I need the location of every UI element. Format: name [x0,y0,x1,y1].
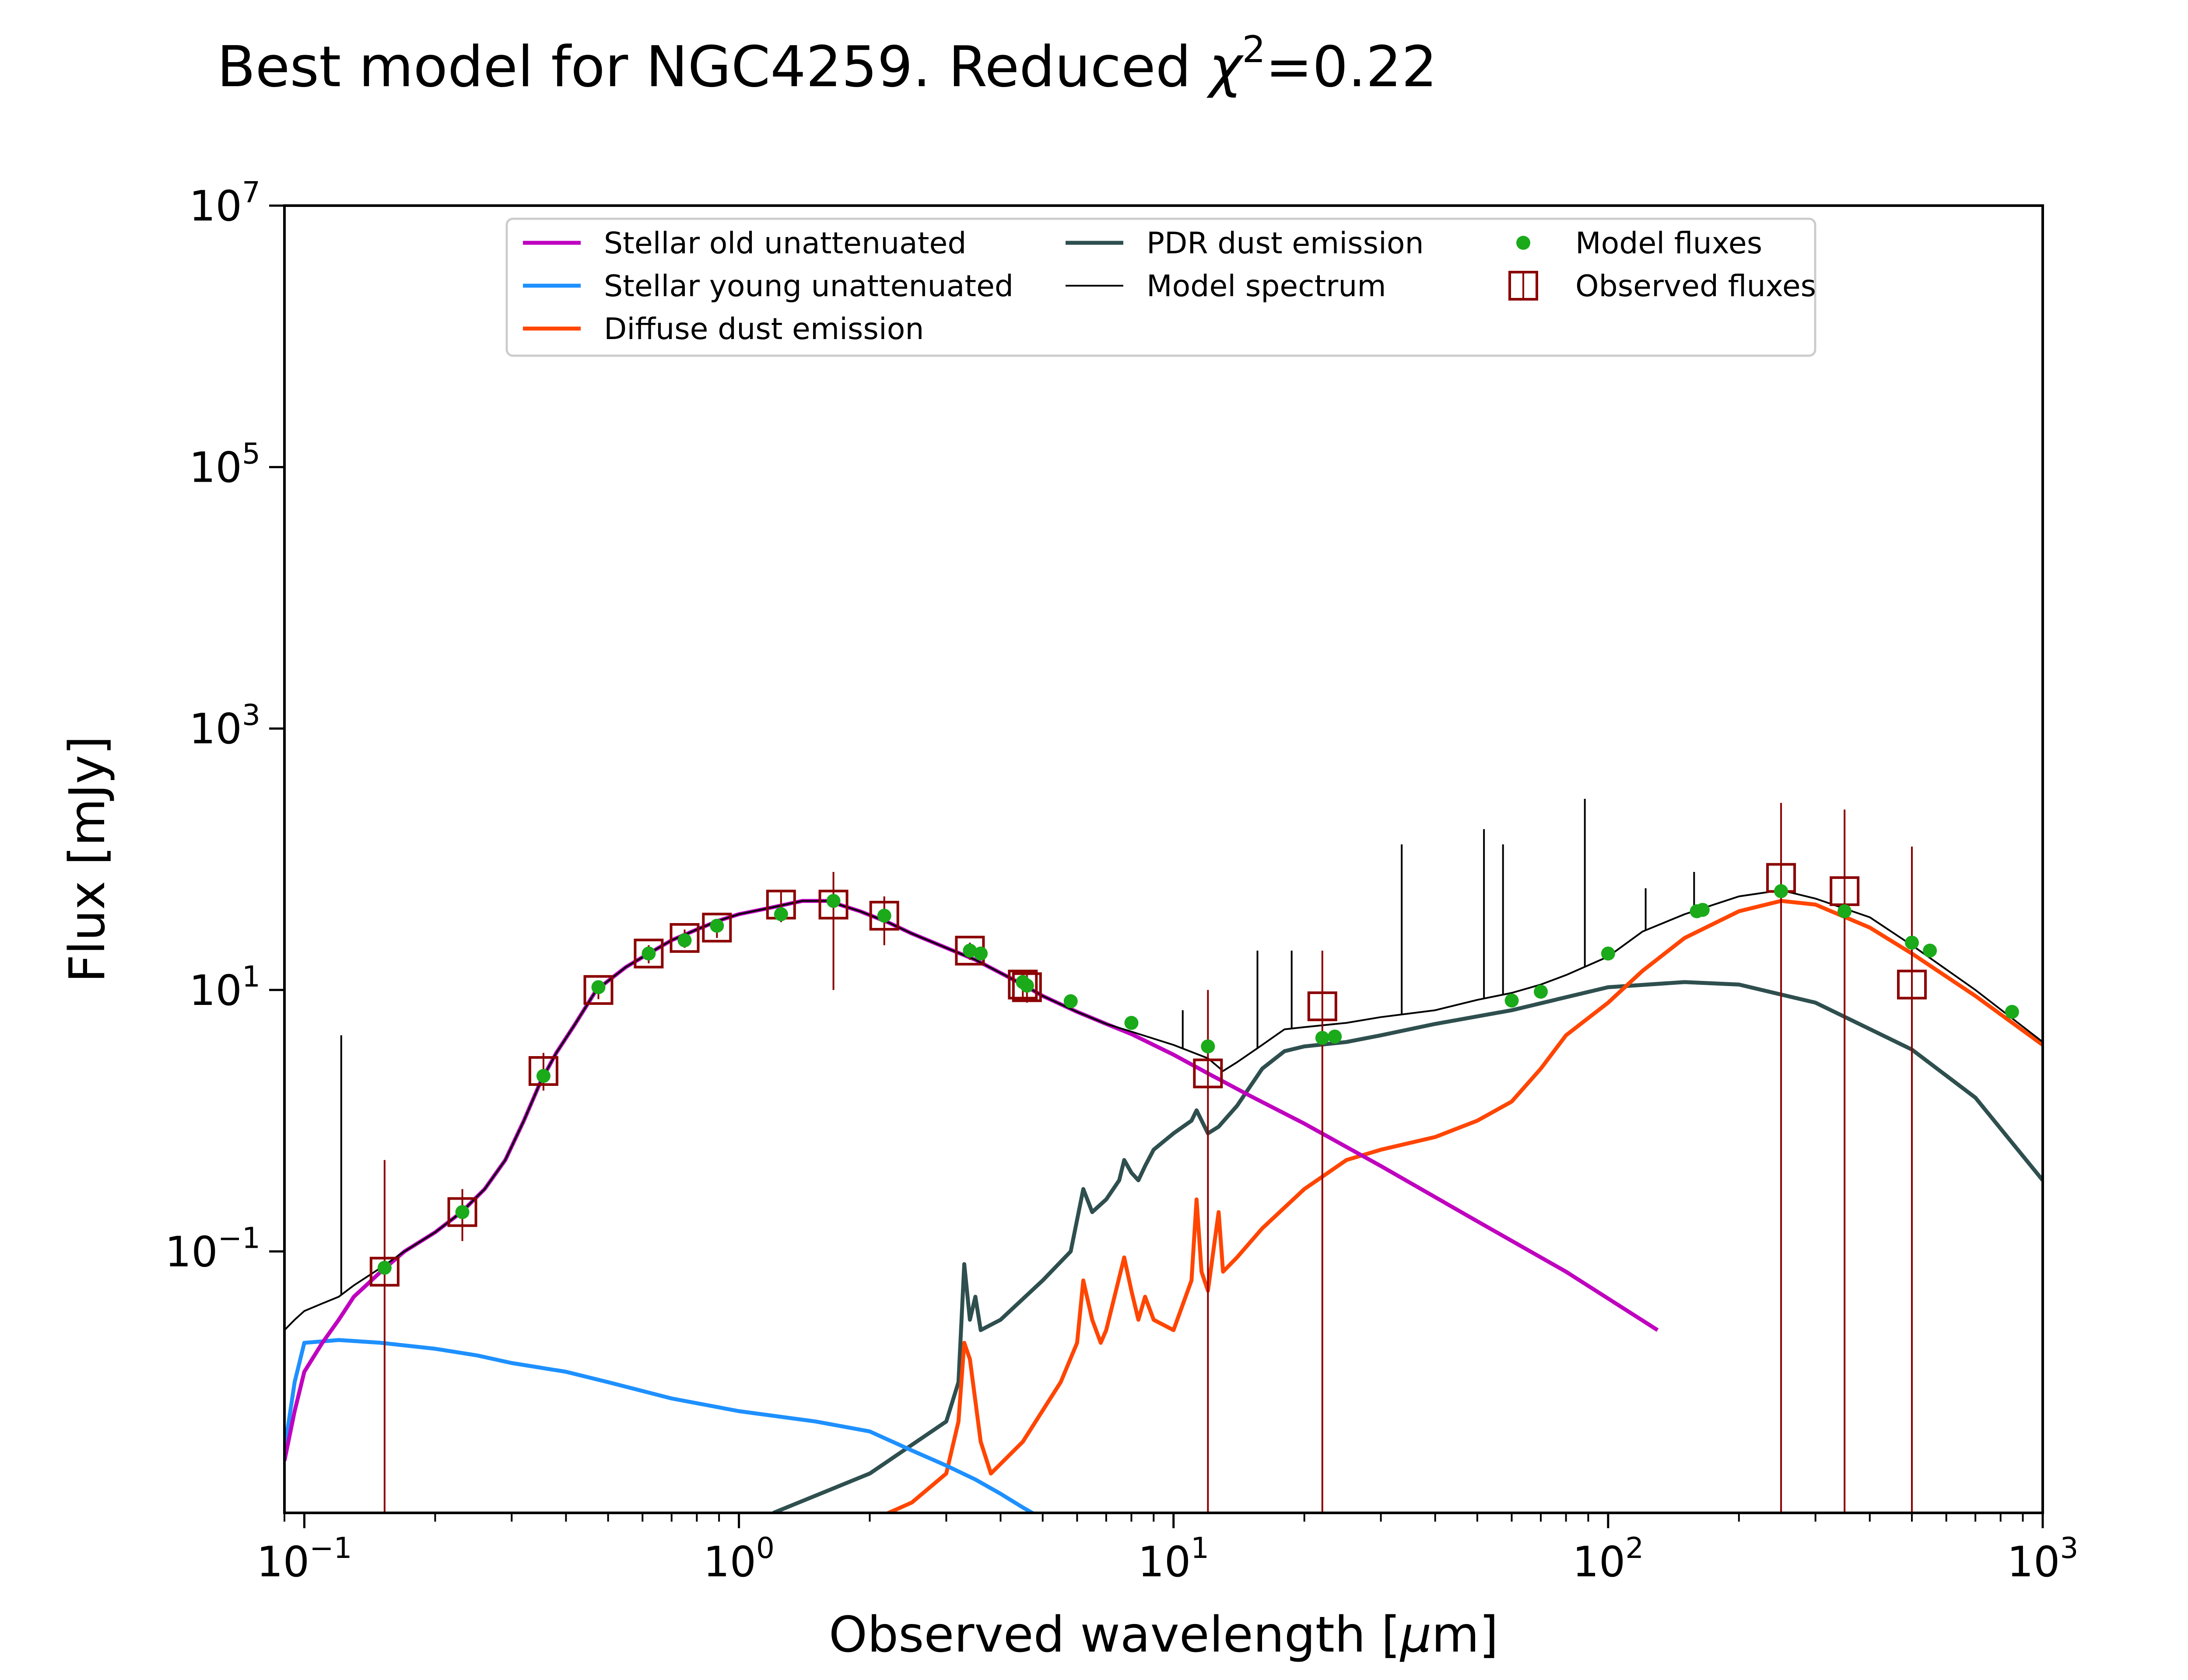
observed-flux-marker-8 [818,889,849,920]
model-flux-point-15 [1124,1016,1139,1030]
legend: Stellar old unattenuated Stellar young un… [505,217,1816,357]
observed-flux-marker-3 [583,975,614,1005]
x-axis-ticks: 10−1 100 101 102 103 [256,1513,2078,1586]
legend-entry-stellar-old-unattenuated: Stellar old unattenuated [523,226,967,261]
series-line-pdr-dust-emission [772,980,2043,1513]
y-tick-label: 105 [189,437,260,492]
model-flux-point-14 [1063,994,1078,1008]
legend-label: Diffuse dust emission [604,312,924,346]
model-flux-point-17 [1315,1031,1329,1045]
model-flux-point-8 [826,894,841,908]
y-tick-label: 107 [189,175,260,231]
model-flux-point-10 [963,943,977,958]
y-tick-label: 10−1 [165,1221,260,1276]
model-flux-point-18 [1328,1029,1342,1044]
legend-box [505,217,1816,357]
model-flux-point-6 [710,918,724,933]
observed-flux-marker-4 [634,938,664,969]
x-tick-label: 100 [703,1531,775,1586]
observed-flux-marker-1 [447,1197,477,1227]
x-axis-label: Observed wavelength [μm] [829,1606,1498,1663]
model-flux-point-5 [677,933,692,948]
legend-label: Stellar old unattenuated [604,226,967,261]
model-flux-point-7 [774,907,788,921]
model-flux-point-27 [1923,943,1937,958]
model-flux-point-11 [974,946,988,961]
x-tick-label: 103 [2007,1531,2079,1586]
legend-swatch [1516,236,1530,250]
legend-entry-pdr-dust-emission: PDR dust emission [1066,226,1424,261]
legend-label: PDR dust emission [1147,226,1424,261]
model-flux-point-26 [1905,935,1919,950]
observed-flux-marker-13 [1193,1058,1223,1088]
model-flux-point-20 [1534,984,1548,999]
model-flux-point-23 [1695,903,1710,917]
legend-label: Observed fluxes [1575,269,1816,304]
markers-layer [369,803,2019,1513]
x-tick-label: 102 [1572,1531,1644,1586]
model-flux-point-24 [1774,884,1788,898]
observed-flux-marker-5 [670,923,700,953]
observed-flux-marker-2 [528,1056,558,1086]
plot-frame [283,204,2044,1514]
legend-entry-model-fluxes: Model fluxes [1516,226,1762,261]
model-flux-point-9 [877,909,891,923]
model-flux-point-3 [591,980,606,994]
y-tick-label: 101 [189,960,260,1015]
model-flux-point-4 [642,946,656,961]
legend-entry-stellar-young-unattenuated: Stellar young unattenuated [523,269,1013,304]
series-line-stellar-young-unattenuated [284,1338,1036,1513]
observed-flux-marker-14 [1307,991,1337,1022]
series-line-diffuse-dust-emission [884,899,2043,1513]
chart-title: Best model for NGC4259. Reduced χ2=0.22 [217,28,1437,100]
y-axis-ticks: 10−1 101 103 105 107 [165,175,284,1276]
series-line-model-spectrum [284,889,2043,1331]
model-flux-point-16 [1201,1039,1215,1054]
curves-layer [284,798,2043,1513]
model-flux-point-21 [1601,946,1615,961]
legend-entry-observed-fluxes: Observed fluxes [1508,269,1816,304]
observed-flux-marker-11 [1008,970,1038,1000]
legend-entry-diffuse-dust-emission: Diffuse dust emission [523,312,924,346]
model-flux-point-0 [377,1260,392,1275]
legend-label: Stellar young unattenuated [604,269,1013,304]
x-tick-label: 10−1 [256,1531,352,1586]
model-flux-point-13 [1020,978,1034,993]
model-flux-point-28 [2005,1004,2019,1019]
y-axis-label: Flux [mJy] [59,736,116,983]
x-tick-label: 101 [1138,1531,1209,1586]
model-flux-point-19 [1504,993,1519,1008]
observed-flux-marker-0 [369,1256,400,1287]
model-flux-point-2 [536,1069,551,1083]
plot-area [283,204,2044,1514]
observed-flux-marker-17 [1897,970,1927,1000]
legend-label: Model fluxes [1575,226,1762,261]
model-flux-point-25 [1837,904,1852,918]
legend-entry-model-spectrum: Model spectrum [1066,269,1386,304]
observed-flux-marker-12 [1012,972,1042,1002]
model-flux-point-1 [455,1205,470,1219]
observed-flux-marker-9 [869,901,899,931]
y-tick-label: 103 [189,698,260,753]
observed-flux-marker-6 [702,913,732,943]
legend-label: Model spectrum [1147,269,1386,304]
plot-background [284,206,2043,1513]
